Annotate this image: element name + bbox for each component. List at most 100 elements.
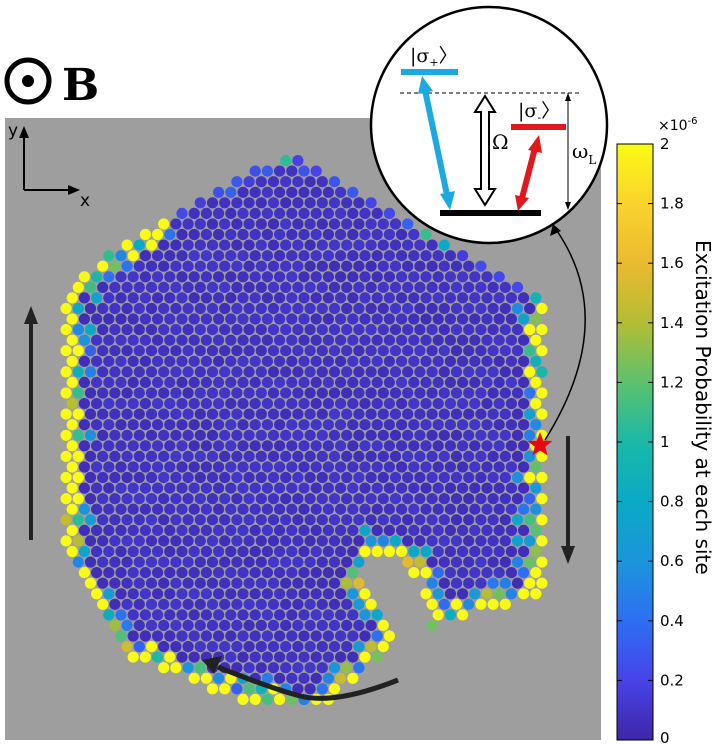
lattice-site — [60, 324, 72, 336]
lattice-site — [97, 408, 109, 420]
lattice-site — [444, 334, 456, 346]
lattice-site — [103, 250, 115, 262]
lattice-site — [292, 662, 304, 674]
lattice-site — [237, 355, 249, 367]
lattice-site — [121, 493, 133, 505]
lattice-site — [188, 651, 200, 663]
lattice-site — [133, 514, 145, 526]
lattice-site — [359, 271, 371, 283]
lattice-site — [213, 334, 225, 346]
lattice-site — [493, 482, 505, 494]
lattice-site — [365, 239, 377, 251]
lattice-site — [463, 429, 475, 441]
lattice-site — [255, 535, 267, 547]
lattice-site — [414, 345, 426, 357]
lattice-site — [139, 503, 151, 515]
lattice-site — [322, 545, 334, 558]
lattice-site — [127, 545, 139, 558]
lattice-site — [371, 419, 383, 431]
lattice-site — [286, 545, 298, 558]
lattice-site — [359, 545, 371, 558]
lattice-site — [371, 503, 383, 515]
lattice-site — [316, 324, 328, 336]
lattice-site — [200, 355, 212, 367]
lattice-site — [261, 334, 273, 346]
lattice-site — [310, 186, 322, 198]
lattice-site — [66, 398, 78, 410]
lattice-site — [231, 218, 243, 230]
lattice-site — [152, 588, 164, 600]
lattice-site — [298, 207, 310, 219]
lattice-site — [414, 324, 426, 336]
lattice-site — [335, 250, 347, 262]
lattice-site — [206, 514, 219, 526]
lattice-site — [499, 556, 511, 568]
lattice-site — [267, 408, 280, 420]
lattice-site — [365, 218, 377, 230]
lattice-site — [255, 387, 267, 399]
lattice-site — [286, 630, 298, 642]
lattice-site — [450, 471, 463, 484]
lattice-site — [78, 440, 90, 452]
lattice-site — [365, 429, 377, 441]
lattice-site — [249, 630, 261, 642]
lattice-site — [121, 260, 133, 272]
lattice-site — [481, 503, 493, 515]
lattice-site — [158, 535, 170, 547]
lattice-site — [402, 281, 414, 293]
lattice-site — [359, 355, 371, 367]
lattice-site — [267, 577, 280, 589]
lattice-site — [91, 292, 103, 304]
lattice-site — [457, 567, 469, 579]
lattice-site — [359, 250, 371, 262]
lattice-site — [194, 408, 206, 420]
lattice-site — [66, 461, 78, 473]
lattice-site — [328, 408, 341, 420]
lattice-site — [347, 672, 359, 684]
lattice-site — [487, 366, 499, 378]
lattice-site — [200, 271, 212, 283]
lattice-site — [402, 387, 414, 399]
lattice-site — [505, 334, 517, 346]
lattice-site — [347, 524, 359, 537]
lattice-site — [402, 450, 414, 462]
lattice-site — [450, 493, 463, 505]
lattice-site — [182, 493, 194, 505]
lattice-site — [450, 535, 463, 547]
lattice-site — [255, 556, 267, 568]
lattice-site — [359, 398, 371, 410]
lattice-site — [60, 366, 72, 378]
lattice-site — [243, 471, 255, 484]
colorbar-tick-label: 0.4 — [660, 612, 684, 630]
lattice-site — [408, 440, 420, 452]
lattice-site — [145, 366, 158, 378]
lattice-site — [97, 345, 109, 357]
lattice-site — [158, 450, 170, 462]
lattice-site — [493, 524, 505, 537]
lattice-site — [438, 429, 450, 441]
lattice-site — [316, 683, 328, 695]
lattice-site — [164, 440, 176, 452]
lattice-site — [121, 535, 133, 547]
lattice-site — [432, 588, 444, 600]
lattice-site — [109, 260, 121, 272]
lattice-site — [383, 207, 395, 219]
lattice-site — [481, 440, 493, 452]
lattice-site — [530, 567, 542, 579]
lattice-site — [310, 672, 322, 684]
lattice-site — [304, 218, 316, 230]
lattice-site — [261, 419, 273, 431]
lattice-site — [347, 334, 359, 346]
lattice-site — [347, 440, 359, 452]
lattice-site — [206, 239, 219, 251]
lattice-site — [158, 345, 170, 357]
lattice-site — [188, 419, 200, 431]
lattice-site — [481, 292, 493, 304]
lattice-site — [487, 281, 499, 293]
lattice-site — [72, 450, 84, 462]
lattice-site — [139, 292, 151, 304]
lattice-site — [280, 598, 292, 610]
lattice-site — [78, 334, 90, 346]
lattice-site — [115, 588, 127, 600]
lattice-site — [304, 260, 316, 272]
